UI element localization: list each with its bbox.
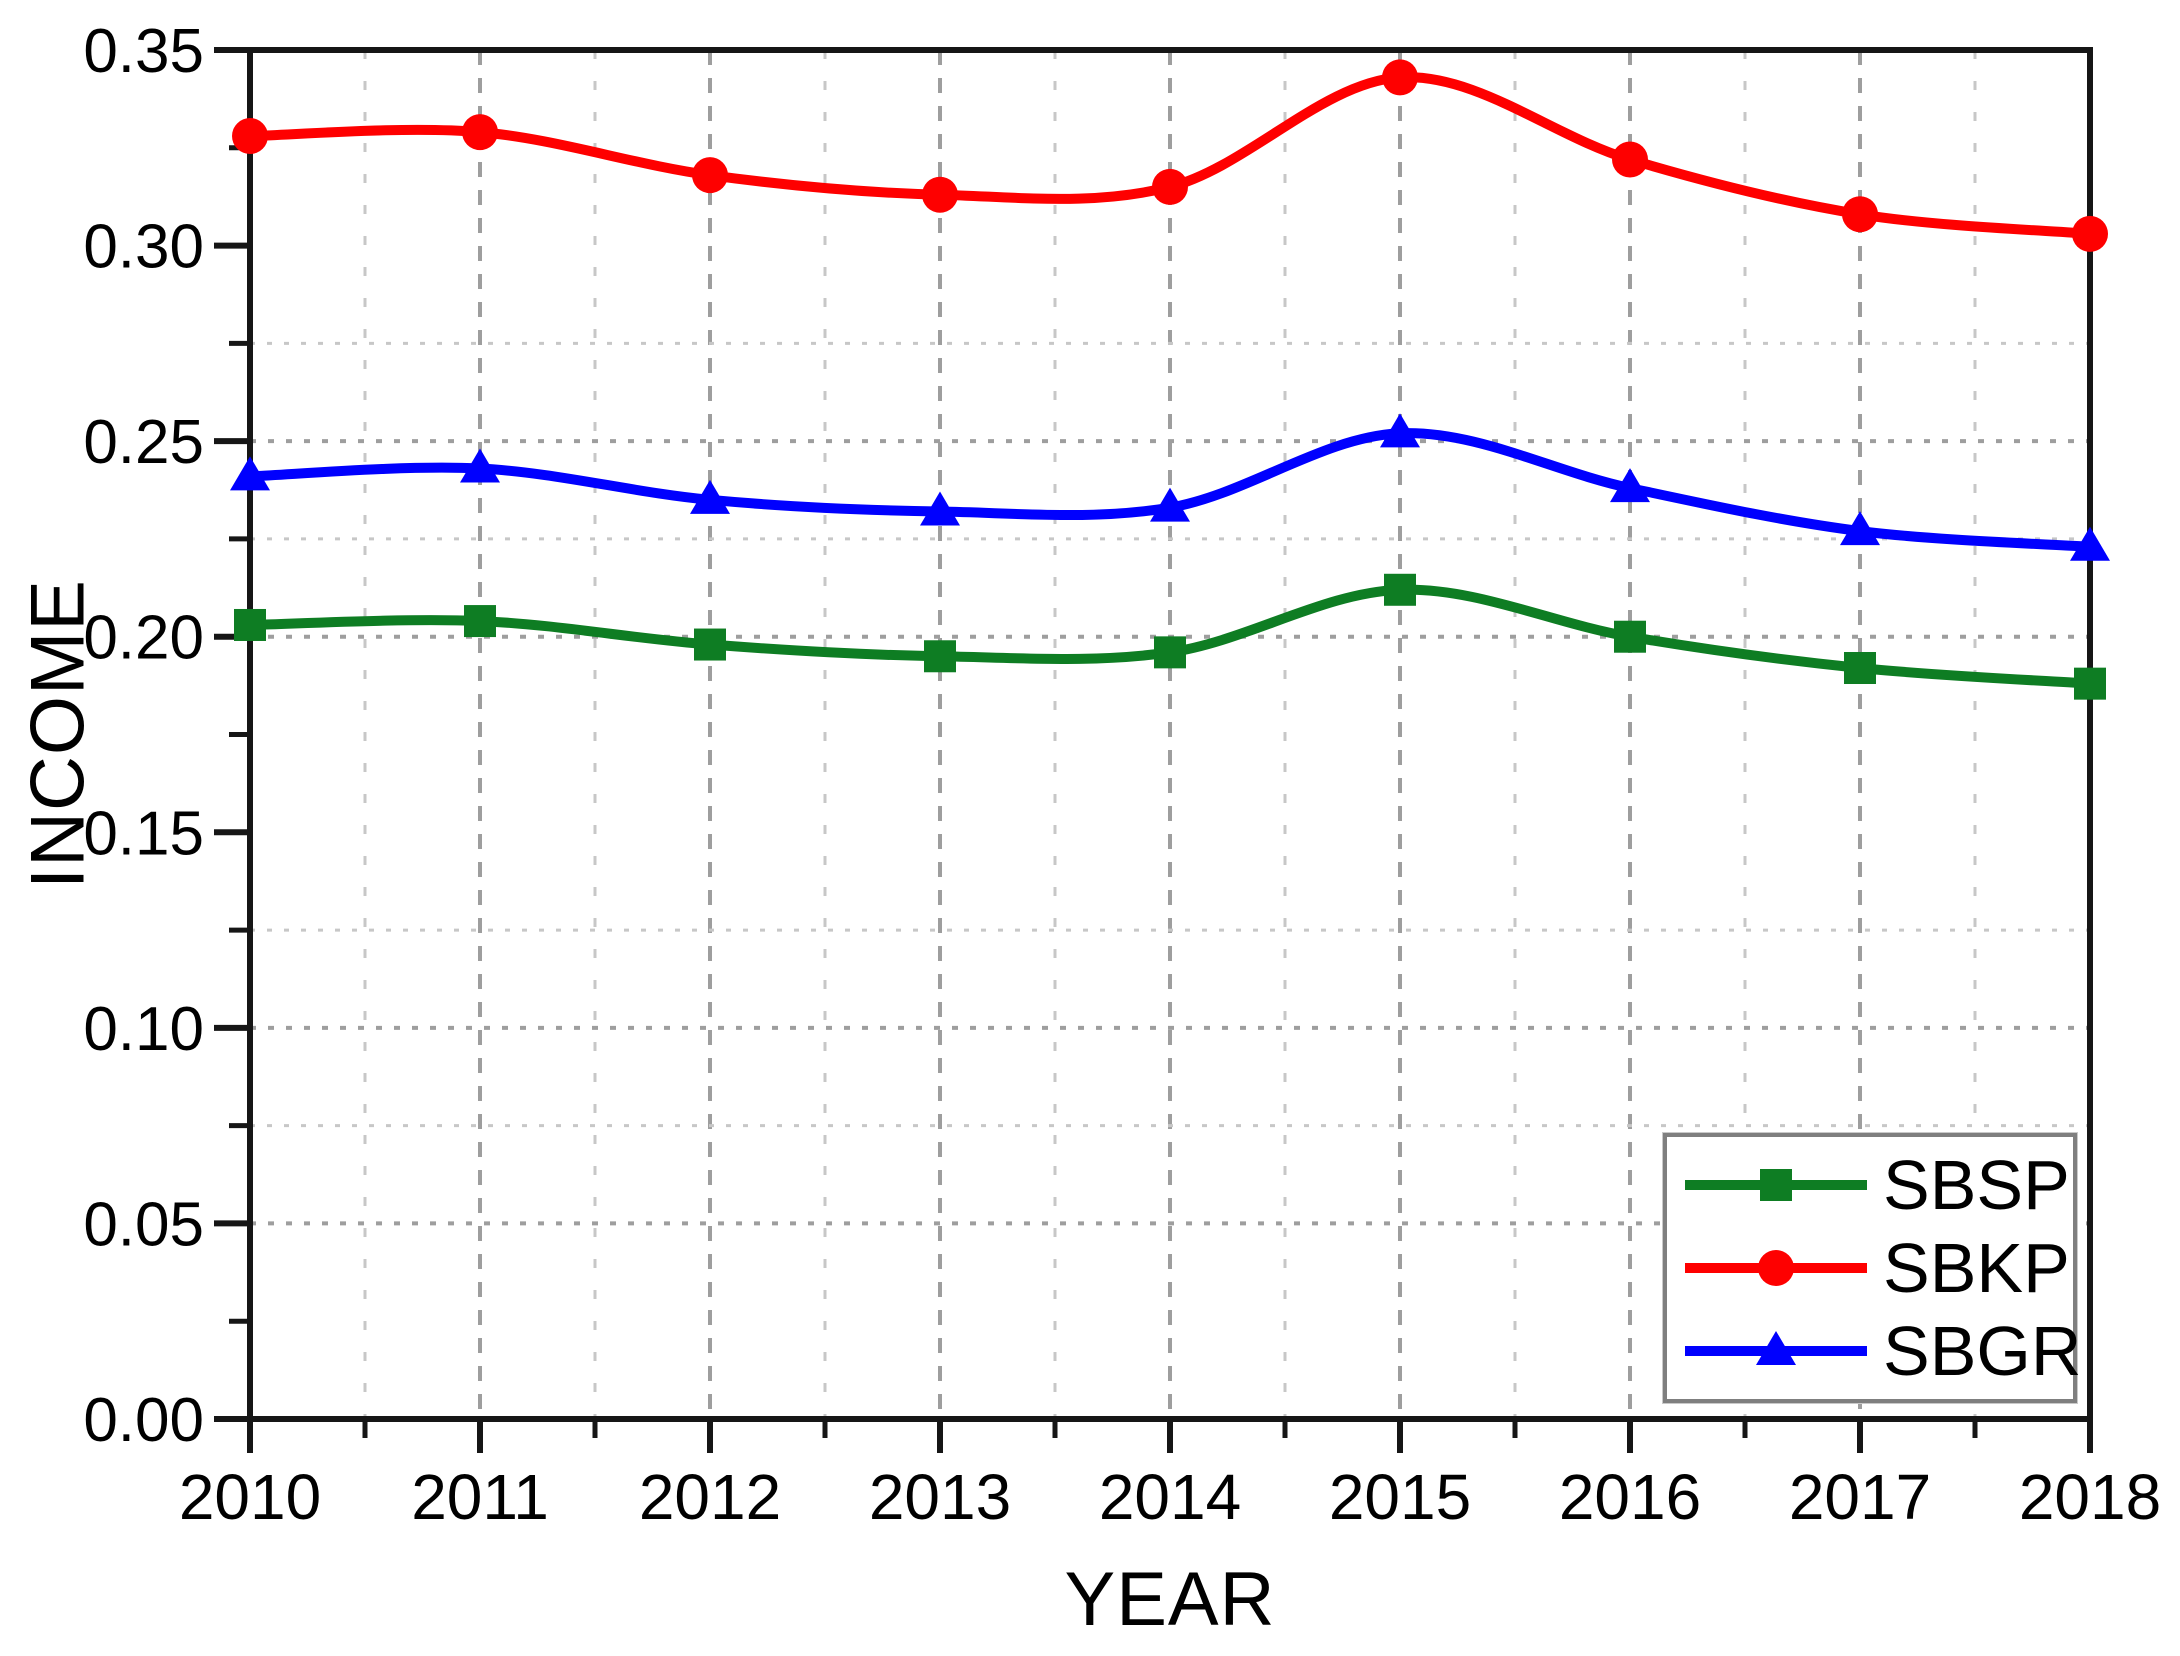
circle-marker-sbkp — [232, 118, 268, 155]
legend-square-marker-icon — [1685, 1168, 1867, 1201]
circle-marker-sbkp — [692, 157, 728, 194]
circle-marker-sbkp — [462, 114, 498, 151]
triangle-marker-sbgr — [230, 456, 270, 491]
triangle-marker-sbgr — [920, 491, 960, 526]
square-marker-sbsp — [694, 628, 726, 661]
series-line-sbkp — [249, 72, 2091, 239]
y-tick-label: 0.00 — [83, 1386, 204, 1455]
legend-label: SBSP — [1883, 1145, 2070, 1224]
legend-item-sbkp: SBKP — [1667, 1229, 2073, 1307]
circle-marker-sbkp — [2072, 215, 2108, 252]
series-sbgr — [230, 413, 2110, 561]
circle-marker-sbkp — [1152, 168, 1188, 205]
x-tick-label: 2012 — [639, 1461, 781, 1533]
x-tick-label: 2018 — [2019, 1461, 2161, 1533]
series-sbsp — [234, 573, 2106, 700]
circle-marker-sbkp — [1842, 196, 1878, 233]
triangle-marker-sbgr — [1150, 487, 1190, 522]
square-marker-sbsp — [2074, 667, 2106, 700]
y-tick-label: 0.20 — [83, 604, 204, 673]
legend-sample-marker — [1756, 1331, 1796, 1366]
square-marker-sbsp — [1384, 573, 1416, 606]
x-tick-label: 2015 — [1329, 1461, 1471, 1533]
circle-marker-sbkp — [922, 176, 958, 213]
y-axis-title: INCOME — [15, 579, 101, 889]
legend-item-sbgr: SBGR — [1667, 1312, 2081, 1390]
legend-sample-marker — [1760, 1168, 1792, 1201]
x-tick-label: 2013 — [869, 1461, 1011, 1533]
y-tick-label: 0.30 — [83, 213, 204, 282]
legend-label: SBKP — [1883, 1228, 2070, 1307]
x-axis-title: YEAR — [1064, 1557, 1276, 1642]
series-sbkp — [232, 59, 2108, 252]
x-tick-label: 2017 — [1789, 1461, 1931, 1533]
x-tick-label: 2011 — [411, 1461, 549, 1533]
square-marker-sbsp — [1614, 620, 1646, 653]
triangle-marker-sbgr — [1610, 468, 1650, 503]
square-marker-sbsp — [924, 640, 956, 673]
x-tick-label: 2014 — [1099, 1461, 1241, 1533]
square-marker-sbsp — [234, 608, 266, 641]
x-tick-label: 2010 — [179, 1461, 321, 1533]
circle-marker-sbkp — [1612, 141, 1648, 178]
triangle-marker-sbgr — [1840, 511, 1880, 546]
triangle-marker-sbgr — [460, 448, 500, 483]
legend-item-sbsp: SBSP — [1667, 1146, 2073, 1224]
square-marker-sbsp — [464, 605, 496, 638]
legend-triangle-marker-icon — [1685, 1331, 1867, 1366]
legend-circle-marker-icon — [1685, 1249, 1867, 1286]
y-tick-label: 0.25 — [83, 408, 204, 477]
legend: SBSP SBKP SBGR — [1663, 1133, 2081, 1403]
y-tick-label: 0.10 — [83, 995, 204, 1064]
x-tick-label: 2016 — [1559, 1461, 1701, 1533]
square-marker-sbsp — [1844, 652, 1876, 685]
triangle-marker-sbgr — [1380, 413, 1420, 448]
triangle-marker-sbgr — [690, 479, 730, 514]
triangle-marker-sbgr — [2070, 526, 2110, 561]
y-tick-label: 0.15 — [83, 799, 204, 868]
y-tick-label: 0.05 — [83, 1190, 204, 1259]
legend-label: SBGR — [1883, 1312, 2082, 1391]
circle-marker-sbkp — [1382, 59, 1418, 96]
square-marker-sbsp — [1154, 636, 1186, 669]
legend-sample-marker — [1758, 1249, 1794, 1286]
y-tick-label: 0.35 — [83, 17, 204, 86]
